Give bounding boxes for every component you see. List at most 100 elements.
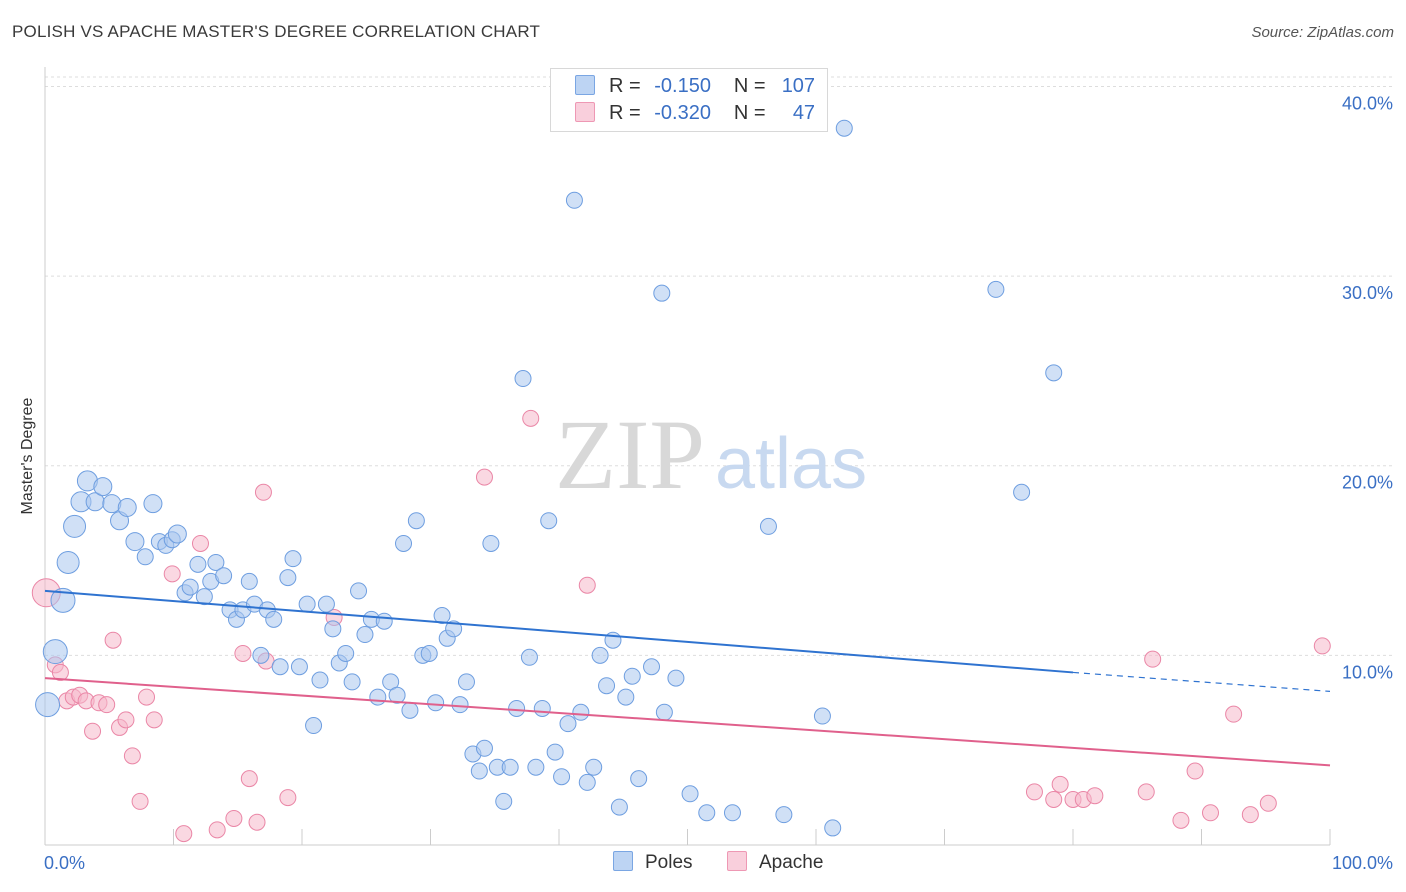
bottom-legend-label-poles: Poles	[645, 852, 693, 873]
poles-point	[305, 717, 323, 735]
poles-point	[445, 620, 463, 638]
apache-point	[248, 813, 266, 831]
poles-point	[775, 806, 793, 824]
apache-swatch	[575, 102, 595, 122]
correlation-legend: R = -0.150 N = 107 R = -0.320 N = 47	[550, 68, 828, 132]
poles-point	[56, 550, 80, 574]
poles-point	[540, 512, 558, 530]
poles-point	[835, 119, 853, 137]
apache-point	[234, 644, 252, 662]
poles-point	[117, 497, 137, 517]
poles-point	[337, 644, 355, 662]
poles-point	[240, 572, 258, 590]
apache-point	[1225, 705, 1243, 723]
apache-point	[191, 534, 209, 552]
poles-trend-line	[44, 589, 1074, 674]
watermark-zip: ZIP	[555, 399, 705, 510]
poles-point	[813, 707, 831, 725]
poles-point	[987, 280, 1005, 298]
apache-point	[240, 770, 258, 788]
poles-point	[451, 696, 469, 714]
x-tick-label: 0.0%	[44, 853, 85, 873]
poles-point	[1013, 483, 1031, 501]
poles-point	[520, 648, 538, 666]
poles-point	[681, 785, 699, 803]
apache-trend-line	[44, 677, 1331, 767]
y-tick-label: 20.0%	[1342, 473, 1393, 493]
poles-point	[215, 567, 233, 585]
poles-point	[284, 550, 302, 568]
legend-n-value-apache: 47	[792, 102, 816, 124]
poles-point	[401, 701, 419, 719]
poles-point	[167, 524, 187, 544]
apache-point	[131, 792, 149, 810]
apache-point	[1313, 637, 1331, 655]
poles-point	[527, 758, 545, 776]
poles-point	[617, 688, 635, 706]
apache-point	[1137, 783, 1155, 801]
poles-point	[591, 646, 609, 664]
poles-point	[572, 703, 590, 721]
apache-point	[279, 789, 297, 807]
poles-point	[533, 699, 551, 717]
poles-point	[667, 669, 685, 687]
poles-point	[407, 512, 425, 530]
poles-point	[578, 773, 596, 791]
apache-point	[225, 809, 243, 827]
poles-point	[824, 819, 842, 837]
y-tick-label: 10.0%	[1342, 662, 1393, 682]
poles-point	[559, 715, 577, 733]
poles-point	[356, 626, 374, 644]
apache-point	[475, 468, 493, 486]
poles-point	[369, 688, 387, 706]
poles-point	[1045, 364, 1063, 382]
apache-point	[84, 722, 102, 740]
poles-point	[35, 692, 61, 718]
x-tick-label: 100.0%	[1332, 853, 1393, 873]
source-label: Source: ZipAtlas.com	[1251, 24, 1394, 41]
poles-point	[290, 658, 308, 676]
poles-points	[35, 119, 1063, 837]
poles-point	[350, 582, 368, 600]
apache-point	[1172, 811, 1190, 829]
poles-point	[610, 798, 628, 816]
apache-point	[254, 483, 272, 501]
poles-point	[265, 610, 283, 628]
apache-point	[1241, 806, 1259, 824]
apache-point	[175, 825, 193, 843]
apache-point	[1025, 783, 1043, 801]
poles-point	[136, 548, 154, 566]
apache-point	[1259, 794, 1277, 812]
apache-point	[123, 747, 141, 765]
poles-point	[759, 517, 777, 535]
poles-trend-extension	[1072, 671, 1331, 692]
legend-r-value-poles: -0.150	[654, 75, 711, 97]
poles-point	[482, 534, 500, 552]
poles-swatch	[575, 75, 595, 95]
apache-point	[1144, 650, 1162, 668]
legend-n-label: N =	[733, 75, 766, 97]
poles-point	[623, 667, 641, 685]
poles-point	[457, 673, 475, 691]
poles-point	[125, 532, 145, 552]
poles-point	[207, 553, 225, 571]
legend-r-label: R =	[609, 75, 641, 97]
legend-r-value-apache: -0.320	[654, 102, 711, 124]
apache-swatch	[727, 851, 747, 871]
poles-point	[553, 768, 571, 786]
apache-point	[145, 711, 163, 729]
poles-point	[420, 644, 438, 662]
poles-point	[653, 284, 671, 302]
legend-row-poles: R = -0.150 N = 107	[575, 75, 815, 99]
poles-point	[324, 620, 342, 638]
apache-point	[138, 688, 156, 706]
poles-point	[50, 587, 76, 613]
poles-point	[565, 191, 583, 209]
watermark-atlas: atlas	[715, 424, 867, 504]
poles-point	[181, 578, 199, 596]
poles-point	[271, 658, 289, 676]
poles-point	[279, 569, 297, 587]
poles-point	[343, 673, 361, 691]
poles-point	[495, 792, 513, 810]
poles-swatch	[613, 851, 633, 871]
